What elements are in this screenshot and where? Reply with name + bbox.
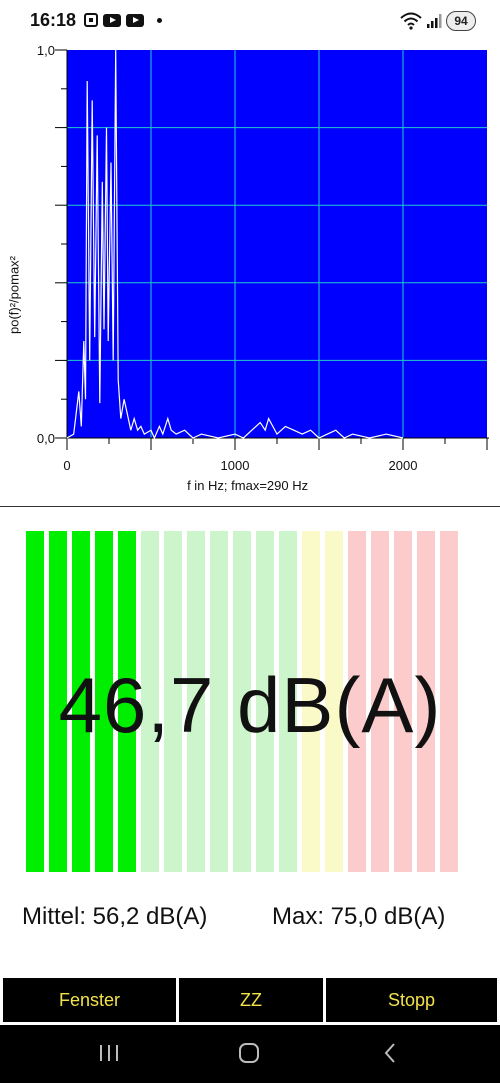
meter-segment [279,531,297,872]
signal-icon [427,14,442,28]
meter-segment [302,531,320,872]
stop-button[interactable]: Stopp [325,977,498,1023]
meter-segment [371,531,389,872]
wifi-icon [400,12,422,30]
status-notification-icons [84,13,162,27]
meter-segment [256,531,274,872]
x-tick-label: 0 [63,458,70,473]
meter-segment-active [72,531,90,872]
meter-segment [440,531,458,872]
youtube-icon [126,13,144,27]
meter-segment [394,531,412,872]
spectrum-plot: 0,0 1,0 0 1000 2000 f in Hz; fmax=290 Hz [37,43,489,493]
meter-segment [187,531,205,872]
meter-segment-active [26,531,44,872]
current-level-reading: 46,7 dB(A) [58,661,442,749]
section-divider [0,506,500,507]
status-time: 16:18 [30,10,77,30]
max-level: Max: 75,0 dB(A) [272,903,446,930]
recent-apps-icon[interactable] [100,1045,118,1061]
x-tick-label: 2000 [389,458,418,473]
system-navigation-bar [0,1025,500,1083]
home-icon[interactable] [239,1043,259,1063]
button-bar: Fenster ZZ Stopp [0,977,500,1023]
x-tick-label: 1000 [221,458,250,473]
y-tick-label: 0,0 [37,431,55,446]
meter-segment [164,531,182,872]
spectrum-line [66,49,404,440]
meter-segment [417,531,435,872]
youtube-icon [103,13,121,27]
screenshot-icon [84,13,98,27]
status-bar: 16:18 94 [0,0,500,40]
battery-icon: 94 [446,11,476,31]
mean-level: Mittel: 56,2 dB(A) [22,903,208,930]
window-button[interactable]: Fenster [2,977,177,1023]
meter-segment-active [95,531,113,872]
back-icon[interactable] [383,1042,397,1064]
meter-segment [210,531,228,872]
meter-segment [141,531,159,872]
plot-background [67,50,487,438]
meter-segment [325,531,343,872]
notification-dot-icon [157,17,162,23]
meter-segment-active [118,531,136,872]
meter-segment-active [49,531,67,872]
meter-segment [348,531,366,872]
chart-y-axis-label: po(f)²/pomax² [6,255,22,335]
spectrum-chart: 0,0 1,0 0 1000 2000 f in Hz; fmax=290 Hz po(f… [0,40,500,510]
zz-button[interactable]: ZZ [178,977,324,1023]
level-meter [26,531,482,872]
level-statistics: Mittel: 56,2 dB(A) Max: 75,0 dB(A) [0,903,500,939]
y-tick-label: 1,0 [37,43,55,58]
meter-segment [233,531,251,872]
status-system-icons: 94 [400,11,476,31]
chart-x-axis-label: f in Hz; fmax=290 Hz [187,478,308,493]
